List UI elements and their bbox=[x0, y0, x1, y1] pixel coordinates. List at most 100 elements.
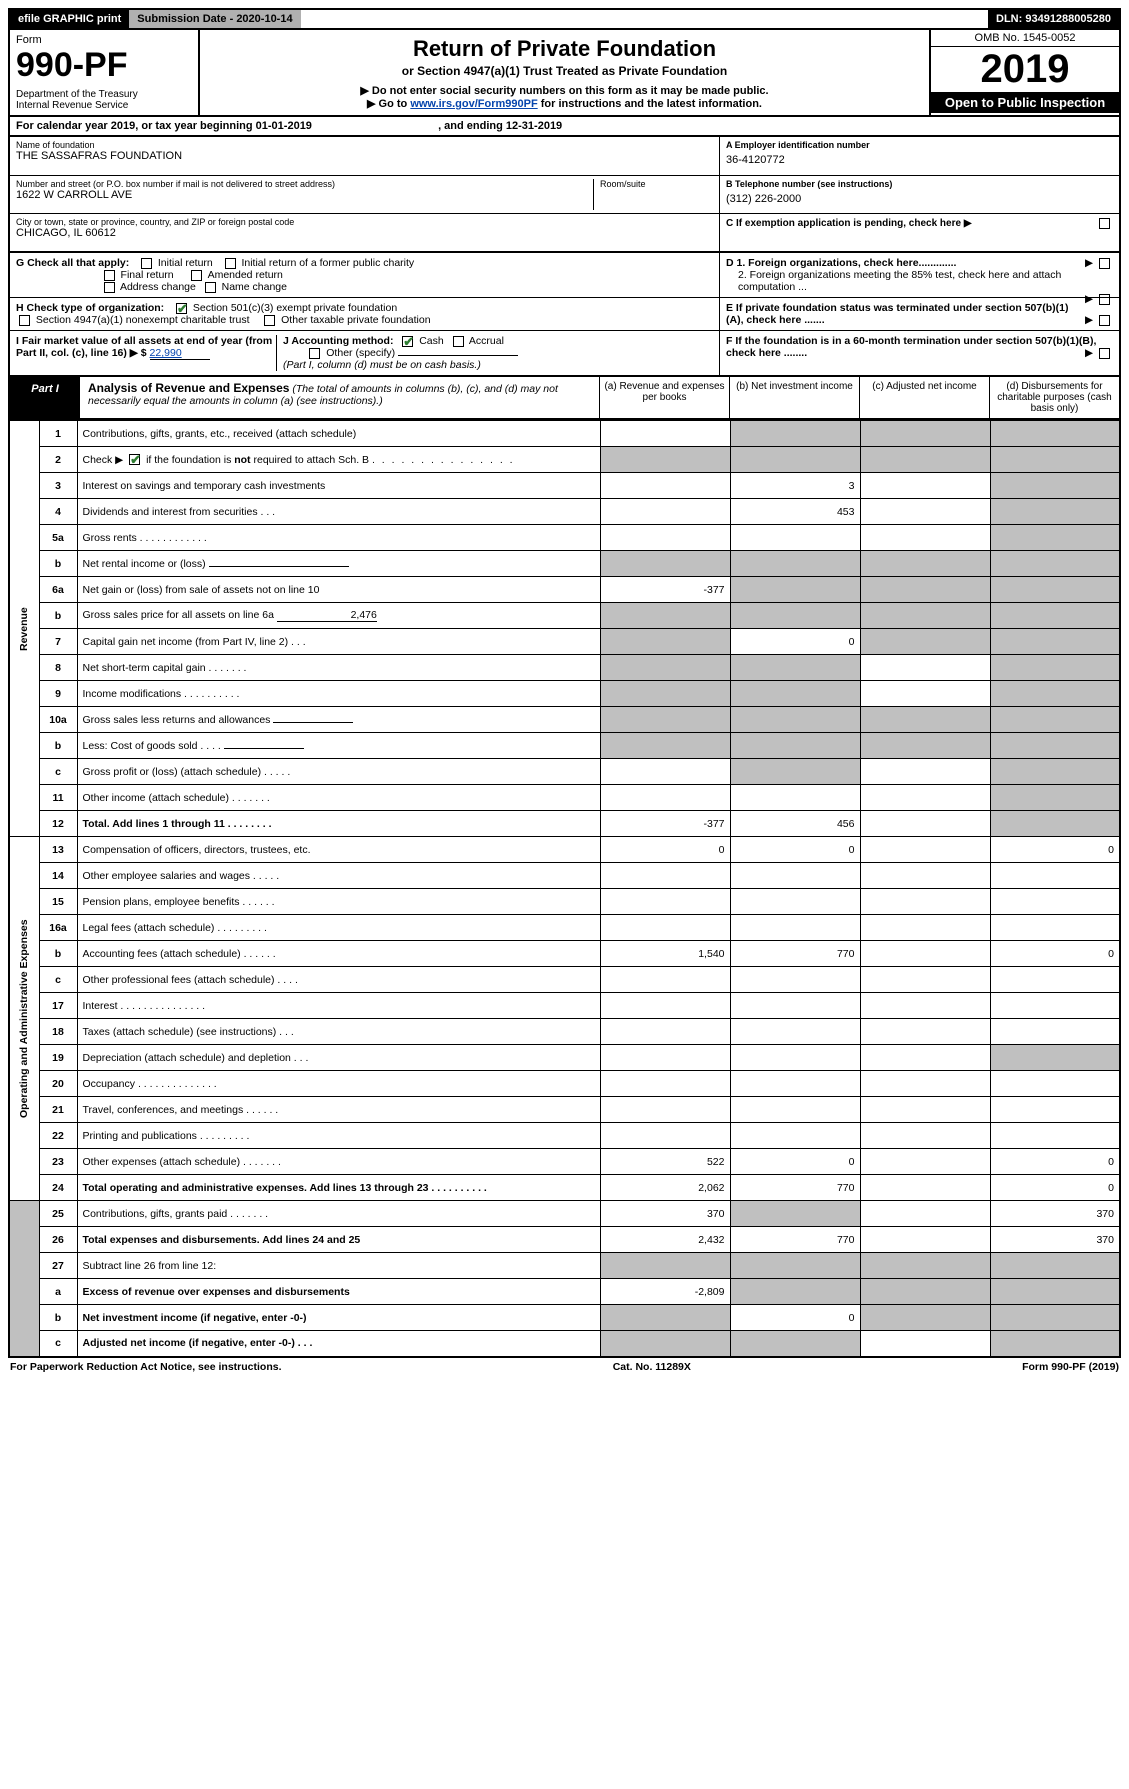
table-row: 17Interest . . . . . . . . . . . . . . . bbox=[9, 993, 1120, 1019]
form-subtitle: or Section 4947(a)(1) Trust Treated as P… bbox=[210, 64, 919, 78]
g-initial-former-checkbox[interactable] bbox=[225, 258, 236, 269]
table-row: 20Occupancy . . . . . . . . . . . . . . bbox=[9, 1071, 1120, 1097]
table-row: 5aGross rents . . . . . . . . . . . . bbox=[9, 525, 1120, 551]
table-row: cGross profit or (loss) (attach schedule… bbox=[9, 759, 1120, 785]
ein-value: 36-4120772 bbox=[726, 154, 1113, 166]
g-label: G Check all that apply: bbox=[16, 257, 129, 269]
goto-note: ▶ Go to www.irs.gov/Form990PF for instru… bbox=[210, 97, 919, 110]
ein-label: A Employer identification number bbox=[726, 140, 1113, 150]
opex-label: Operating and Administrative Expenses bbox=[9, 837, 39, 1201]
footer: For Paperwork Reduction Act Notice, see … bbox=[8, 1358, 1121, 1376]
calendar-row: For calendar year 2019, or tax year begi… bbox=[8, 117, 1121, 137]
tel-value: (312) 226-2000 bbox=[726, 193, 1113, 205]
col-a-hdr: (a) Revenue and expenses per books bbox=[599, 377, 729, 418]
table-row: Operating and Administrative Expenses 13… bbox=[9, 837, 1120, 863]
city-state-zip: CHICAGO, IL 60612 bbox=[16, 227, 713, 239]
d2-label: 2. Foreign organizations meeting the 85%… bbox=[726, 269, 1113, 293]
revenue-label: Revenue bbox=[9, 421, 39, 837]
col-c-hdr: (c) Adjusted net income bbox=[859, 377, 989, 418]
e-label: E If private foundation status was termi… bbox=[726, 302, 1068, 326]
table-row: 27Subtract line 26 from line 12: bbox=[9, 1253, 1120, 1279]
name-label: Name of foundation bbox=[16, 140, 713, 150]
table-row: 2Check ▶ if the foundation is not requir… bbox=[9, 447, 1120, 473]
c-checkbox[interactable] bbox=[1099, 218, 1110, 229]
omb-number: OMB No. 1545-0052 bbox=[931, 30, 1119, 47]
e-checkbox[interactable] bbox=[1099, 315, 1110, 326]
table-row: 14Other employee salaries and wages . . … bbox=[9, 863, 1120, 889]
table-row: cOther professional fees (attach schedul… bbox=[9, 967, 1120, 993]
dln-label: DLN: 93491288005280 bbox=[988, 10, 1119, 28]
topbar-spacer bbox=[301, 10, 988, 28]
room-label: Room/suite bbox=[600, 179, 713, 189]
l2-checkbox[interactable] bbox=[129, 454, 140, 465]
check-right: D 1. Foreign organizations, check here..… bbox=[719, 253, 1119, 375]
g-name-checkbox[interactable] bbox=[205, 282, 216, 293]
table-row: bGross sales price for all assets on lin… bbox=[9, 603, 1120, 629]
j-other-checkbox[interactable] bbox=[309, 348, 320, 359]
header-right: OMB No. 1545-0052 2019 Open to Public In… bbox=[929, 30, 1119, 115]
col-d-hdr: (d) Disbursements for charitable purpose… bbox=[989, 377, 1119, 418]
table-row: 24Total operating and administrative exp… bbox=[9, 1175, 1120, 1201]
street-address: 1622 W CARROLL AVE bbox=[16, 189, 593, 201]
g-amended-checkbox[interactable] bbox=[191, 270, 202, 281]
col-b-hdr: (b) Net investment income bbox=[729, 377, 859, 418]
form-header: Form 990-PF Department of the Treasury I… bbox=[8, 30, 1121, 117]
efile-label: efile GRAPHIC print bbox=[10, 10, 129, 28]
part1-table: Revenue 1Contributions, gifts, grants, e… bbox=[8, 420, 1121, 1358]
foundation-name: THE SASSAFRAS FOUNDATION bbox=[16, 150, 713, 162]
tel-label: B Telephone number (see instructions) bbox=[726, 179, 1113, 189]
table-row: 16aLegal fees (attach schedule) . . . . … bbox=[9, 915, 1120, 941]
table-row: 7Capital gain net income (from Part IV, … bbox=[9, 629, 1120, 655]
f-label: F If the foundation is in a 60-month ter… bbox=[726, 335, 1096, 359]
check-left: G Check all that apply: Initial return I… bbox=[10, 253, 719, 375]
irs-label: Internal Revenue Service bbox=[16, 100, 192, 111]
g-initial-checkbox[interactable] bbox=[141, 258, 152, 269]
g-addr-checkbox[interactable] bbox=[104, 282, 115, 293]
table-row: 9Income modifications . . . . . . . . . … bbox=[9, 681, 1120, 707]
part1-title: Analysis of Revenue and Expenses bbox=[88, 381, 289, 395]
table-row: bLess: Cost of goods sold . . . . bbox=[9, 733, 1120, 759]
f-checkbox[interactable] bbox=[1099, 348, 1110, 359]
table-row: aExcess of revenue over expenses and dis… bbox=[9, 1279, 1120, 1305]
entity-left: Name of foundation THE SASSAFRAS FOUNDAT… bbox=[10, 137, 719, 251]
j-note: (Part I, column (d) must be on cash basi… bbox=[283, 359, 481, 371]
entity-block: Name of foundation THE SASSAFRAS FOUNDAT… bbox=[8, 137, 1121, 253]
table-row: 26Total expenses and disbursements. Add … bbox=[9, 1227, 1120, 1253]
part1-tag: Part I bbox=[10, 377, 80, 418]
header-left: Form 990-PF Department of the Treasury I… bbox=[10, 30, 200, 115]
table-row: 23Other expenses (attach schedule) . . .… bbox=[9, 1149, 1120, 1175]
entity-right: A Employer identification number 36-4120… bbox=[719, 137, 1119, 251]
city-label: City or town, state or province, country… bbox=[16, 217, 713, 227]
form-ref: Form 990-PF (2019) bbox=[1022, 1361, 1119, 1373]
part1-title-cell: Analysis of Revenue and Expenses (The to… bbox=[80, 377, 599, 418]
table-row: 4Dividends and interest from securities … bbox=[9, 499, 1120, 525]
g-final-checkbox[interactable] bbox=[104, 270, 115, 281]
table-row: bNet rental income or (loss) bbox=[9, 551, 1120, 577]
table-row: 10aGross sales less returns and allowanc… bbox=[9, 707, 1120, 733]
j-accrual-checkbox[interactable] bbox=[453, 336, 464, 347]
check-area: G Check all that apply: Initial return I… bbox=[8, 253, 1121, 377]
h-other-checkbox[interactable] bbox=[264, 315, 275, 326]
h-4947-checkbox[interactable] bbox=[19, 315, 30, 326]
tax-year: 2019 bbox=[931, 47, 1119, 92]
table-row: 15Pension plans, employee benefits . . .… bbox=[9, 889, 1120, 915]
irs-link[interactable]: www.irs.gov/Form990PF bbox=[410, 98, 537, 110]
header-mid: Return of Private Foundation or Section … bbox=[200, 30, 929, 115]
c-label: C If exemption application is pending, c… bbox=[726, 218, 972, 229]
ssn-note: ▶ Do not enter social security numbers o… bbox=[210, 84, 919, 97]
table-row: 11Other income (attach schedule) . . . .… bbox=[9, 785, 1120, 811]
top-bar: efile GRAPHIC print Submission Date - 20… bbox=[8, 8, 1121, 30]
cat-no: Cat. No. 11289X bbox=[613, 1361, 691, 1373]
i-value[interactable]: 22,990 bbox=[150, 347, 210, 360]
form-title: Return of Private Foundation bbox=[210, 36, 919, 62]
table-row: bAccounting fees (attach schedule) . . .… bbox=[9, 941, 1120, 967]
h-label: H Check type of organization: bbox=[16, 302, 164, 314]
table-row: 18Taxes (attach schedule) (see instructi… bbox=[9, 1019, 1120, 1045]
h-501c3-checkbox[interactable] bbox=[176, 303, 187, 314]
addr-label: Number and street (or P.O. box number if… bbox=[16, 179, 593, 189]
table-row: Revenue 1Contributions, gifts, grants, e… bbox=[9, 421, 1120, 447]
table-row: 6aNet gain or (loss) from sale of assets… bbox=[9, 577, 1120, 603]
d1-checkbox[interactable] bbox=[1099, 258, 1110, 269]
table-row: 25Contributions, gifts, grants paid . . … bbox=[9, 1201, 1120, 1227]
j-cash-checkbox[interactable] bbox=[402, 336, 413, 347]
